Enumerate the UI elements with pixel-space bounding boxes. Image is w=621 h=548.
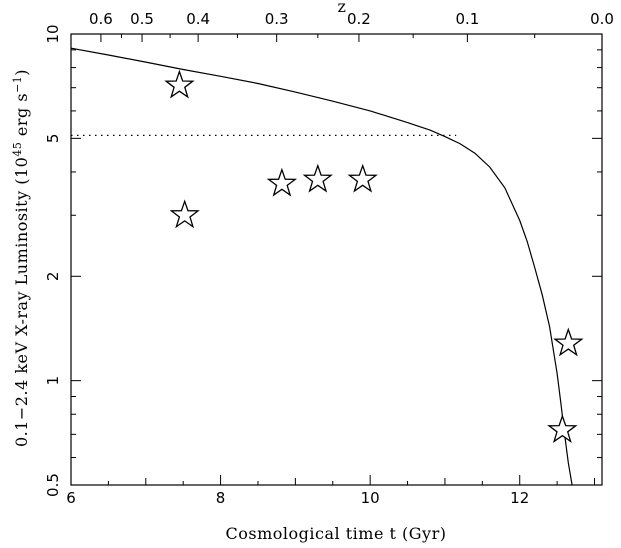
y-tick-label: 5 xyxy=(44,134,62,144)
z-tick-label: 0.5 xyxy=(130,10,154,28)
data-point-star xyxy=(266,167,298,197)
x-tick-label: 12 xyxy=(510,489,529,507)
y-tick-label: 0.5 xyxy=(44,473,62,497)
z-tick-label: 0.3 xyxy=(265,10,289,28)
data-point-star xyxy=(347,163,378,193)
z-tick-label: 0.1 xyxy=(455,10,479,28)
y-tick-label: 1 xyxy=(44,376,62,386)
data-layer xyxy=(70,47,584,486)
data-point-star xyxy=(547,414,578,443)
x-tick-label: 8 xyxy=(216,489,226,507)
data-point-star xyxy=(169,199,200,229)
z-tick-label: 0.2 xyxy=(347,10,371,28)
z-tick-label: 0.0 xyxy=(590,10,614,28)
x-tick-label: 10 xyxy=(361,489,380,507)
plot-frame xyxy=(70,33,603,486)
data-point-star xyxy=(164,69,195,99)
data-point-star xyxy=(553,327,584,357)
y-axis-label: 0.1−2.4 keV X-ray Luminosity (1045 erg s… xyxy=(11,69,31,447)
y-tick-label: 10 xyxy=(44,24,62,43)
z-tick-label: 0.6 xyxy=(89,10,113,28)
y-tick-label: 2 xyxy=(44,272,62,282)
model-curve xyxy=(70,47,573,486)
data-point-star xyxy=(302,163,333,193)
x-axis-label: Cosmological time t (Gyr) xyxy=(226,524,447,543)
z-tick-label: 0.4 xyxy=(186,10,210,28)
top-axis-label: z xyxy=(338,0,347,16)
x-tick-label: 6 xyxy=(66,489,76,507)
